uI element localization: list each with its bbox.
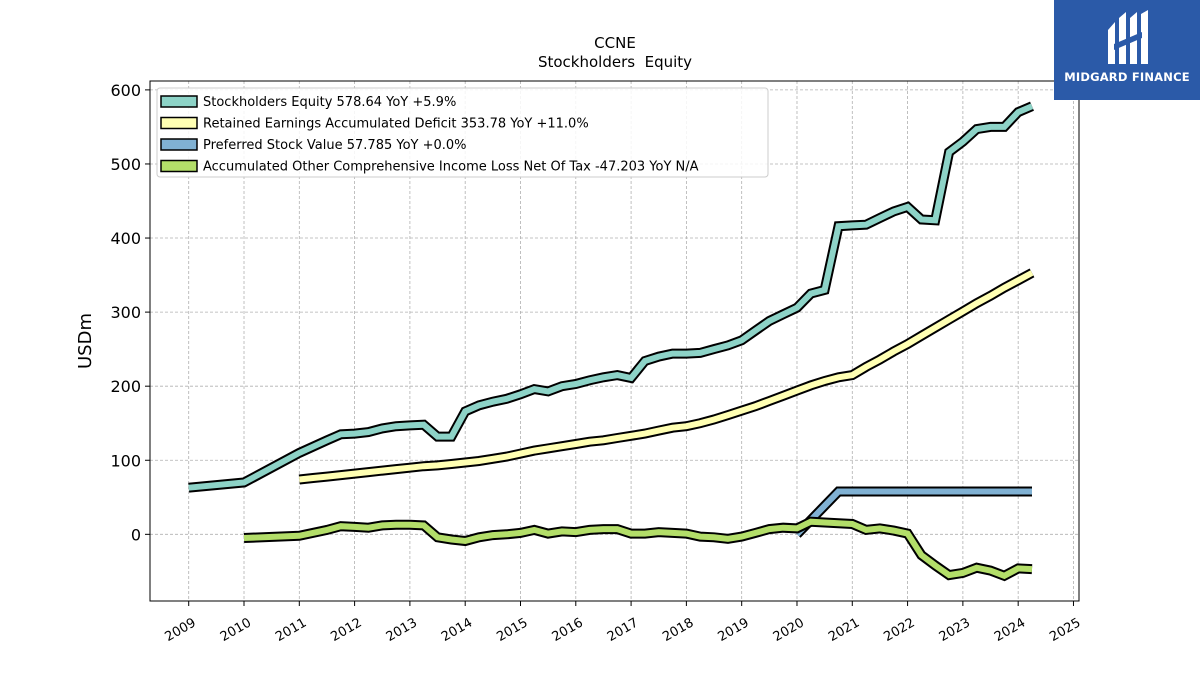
series-3	[243, 516, 1033, 582]
legend-swatch	[160, 138, 198, 151]
x-tick-label: 2013	[384, 615, 420, 645]
legend-swatch	[160, 95, 198, 108]
x-tick-label: 2015	[494, 615, 530, 645]
x-tick-label: 2020	[771, 615, 807, 645]
chart-title: CCNE	[594, 34, 636, 52]
legend: Stockholders Equity 578.64 YoY +5.9% Reta…	[156, 87, 769, 178]
x-tick-label: 2014	[439, 615, 475, 645]
legend-swatch	[160, 159, 198, 173]
chart-subtitle: Stockholders Equity	[538, 53, 692, 71]
y-tick-label: 600	[110, 81, 141, 100]
x-tick-label: 2009	[163, 615, 199, 645]
legend-label: Accumulated Other Comprehensive Income L…	[203, 160, 699, 175]
legend-entry: Accumulated Other Comprehensive Income L…	[160, 159, 699, 175]
y-tick-label: 300	[110, 303, 141, 322]
series-line-outline	[298, 268, 1035, 485]
x-tick-label: 2022	[881, 615, 917, 645]
legend-entry: Retained Earnings Accumulated Deficit 35…	[160, 116, 589, 132]
y-tick-label: 200	[110, 377, 141, 396]
legend-entry: Preferred Stock Value 57.785 YoY +0.0%	[160, 138, 467, 153]
brand-name: MIDGARD FINANCE	[1064, 70, 1190, 84]
x-tick-label: 2011	[273, 615, 309, 645]
y-axis: 0 100 200 300 400 500 600	[110, 81, 150, 544]
plot-frame	[149, 80, 1080, 602]
legend-label: Stockholders Equity 578.64 YoY +5.9%	[203, 95, 456, 110]
y-tick-label: 0	[131, 525, 141, 544]
legend-label: Retained Earnings Accumulated Deficit 35…	[203, 117, 589, 132]
x-tick-label: 2016	[550, 615, 586, 645]
legend-box	[156, 87, 769, 178]
x-tick-label: 2019	[716, 615, 752, 645]
y-axis-label: USDm	[75, 313, 96, 369]
series-line	[188, 103, 1034, 491]
legend-entry: Stockholders Equity 578.64 YoY +5.9%	[160, 95, 456, 110]
x-tick-label: 2021	[826, 615, 862, 645]
x-tick-label: 2023	[937, 615, 973, 645]
series-line	[298, 270, 1034, 483]
series-line	[243, 518, 1033, 580]
x-axis: 2009 2010 2011 2012 2013 2014 2015 2016 2017 2018…	[163, 601, 1083, 645]
x-tick-label: 2017	[605, 615, 641, 645]
y-tick-label: 500	[110, 155, 141, 174]
legend-label: Preferred Stock Value 57.785 YoY +0.0%	[203, 138, 467, 153]
x-tick-label: 2025	[1047, 615, 1083, 645]
y-tick-label: 400	[110, 229, 141, 248]
brand-logo: MIDGARD FINANCE	[1054, 0, 1200, 100]
x-tick-label: 2012	[328, 615, 364, 645]
series-0	[188, 101, 1034, 493]
x-tick-label: 2024	[992, 615, 1028, 645]
series-1	[298, 268, 1035, 485]
series-layer	[188, 101, 1035, 582]
brand-emblem-icon	[1108, 10, 1148, 64]
x-tick-label: 2018	[660, 615, 696, 645]
legend-swatch	[160, 116, 198, 130]
x-tick-label: 2010	[218, 615, 254, 645]
y-tick-label: 100	[110, 451, 141, 470]
